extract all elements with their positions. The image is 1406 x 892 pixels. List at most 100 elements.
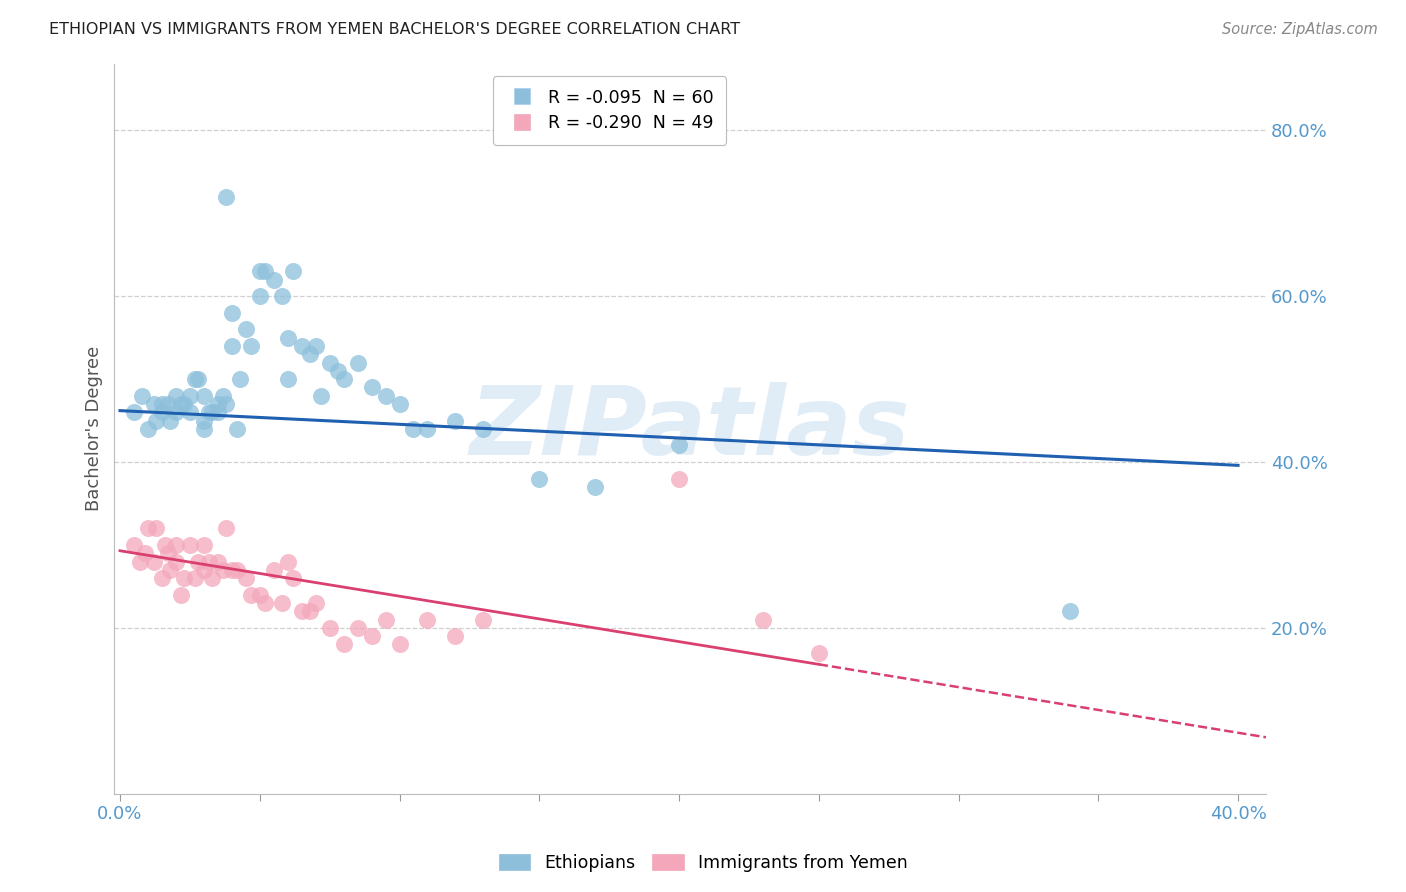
Text: ETHIOPIAN VS IMMIGRANTS FROM YEMEN BACHELOR'S DEGREE CORRELATION CHART: ETHIOPIAN VS IMMIGRANTS FROM YEMEN BACHE… bbox=[49, 22, 741, 37]
Point bbox=[150, 405, 173, 419]
Point bbox=[179, 405, 201, 419]
Point bbox=[283, 264, 305, 278]
Point bbox=[1059, 604, 1081, 618]
Point bbox=[198, 405, 221, 419]
Point bbox=[235, 571, 257, 585]
Point bbox=[193, 563, 215, 577]
Point bbox=[170, 397, 193, 411]
Point bbox=[131, 389, 153, 403]
Point bbox=[201, 405, 224, 419]
Point bbox=[193, 413, 215, 427]
Point bbox=[416, 422, 439, 436]
Point bbox=[271, 289, 294, 303]
Point bbox=[752, 613, 775, 627]
Point bbox=[187, 555, 209, 569]
Point bbox=[193, 422, 215, 436]
Point bbox=[291, 339, 314, 353]
Point bbox=[583, 480, 606, 494]
Point bbox=[360, 380, 382, 394]
Y-axis label: Bachelor's Degree: Bachelor's Degree bbox=[86, 346, 103, 511]
Point bbox=[150, 397, 173, 411]
Point bbox=[142, 397, 165, 411]
Point bbox=[122, 538, 145, 552]
Point bbox=[318, 621, 340, 635]
Point bbox=[388, 637, 411, 651]
Point bbox=[299, 347, 322, 361]
Point bbox=[374, 613, 396, 627]
Point bbox=[159, 563, 181, 577]
Point bbox=[212, 389, 235, 403]
Point bbox=[184, 372, 207, 386]
Point bbox=[472, 422, 495, 436]
Point bbox=[212, 563, 235, 577]
Point bbox=[207, 555, 229, 569]
Point bbox=[226, 563, 249, 577]
Point bbox=[299, 604, 322, 618]
Point bbox=[198, 555, 221, 569]
Point bbox=[221, 563, 243, 577]
Point bbox=[374, 389, 396, 403]
Point bbox=[254, 264, 277, 278]
Point bbox=[215, 190, 238, 204]
Point bbox=[173, 397, 195, 411]
Point bbox=[145, 413, 167, 427]
Text: ZIPatlas: ZIPatlas bbox=[470, 383, 911, 475]
Point bbox=[271, 596, 294, 610]
Point bbox=[179, 389, 201, 403]
Point bbox=[263, 563, 285, 577]
Point bbox=[263, 272, 285, 286]
Point bbox=[150, 571, 173, 585]
Point bbox=[215, 521, 238, 535]
Point bbox=[173, 571, 195, 585]
Point bbox=[444, 413, 467, 427]
Point bbox=[187, 372, 209, 386]
Point bbox=[283, 571, 305, 585]
Point bbox=[159, 413, 181, 427]
Point bbox=[142, 555, 165, 569]
Point bbox=[305, 596, 328, 610]
Point bbox=[179, 538, 201, 552]
Point bbox=[165, 405, 187, 419]
Point bbox=[326, 364, 349, 378]
Point bbox=[309, 389, 332, 403]
Point bbox=[346, 355, 368, 369]
Point bbox=[277, 555, 299, 569]
Point bbox=[165, 389, 187, 403]
Point bbox=[165, 555, 187, 569]
Point bbox=[668, 438, 690, 452]
Point bbox=[332, 637, 354, 651]
Point bbox=[145, 521, 167, 535]
Point bbox=[201, 571, 224, 585]
Point bbox=[277, 331, 299, 345]
Point bbox=[360, 629, 382, 643]
Legend: Ethiopians, Immigrants from Yemen: Ethiopians, Immigrants from Yemen bbox=[492, 847, 914, 879]
Point bbox=[153, 538, 176, 552]
Point bbox=[193, 538, 215, 552]
Point bbox=[226, 422, 249, 436]
Point bbox=[156, 397, 179, 411]
Point bbox=[332, 372, 354, 386]
Point bbox=[249, 264, 271, 278]
Point bbox=[402, 422, 425, 436]
Point bbox=[221, 339, 243, 353]
Point bbox=[193, 389, 215, 403]
Point bbox=[240, 588, 263, 602]
Point bbox=[472, 613, 495, 627]
Point bbox=[529, 472, 551, 486]
Point bbox=[254, 596, 277, 610]
Point bbox=[249, 289, 271, 303]
Point bbox=[346, 621, 368, 635]
Legend: R = -0.095  N = 60, R = -0.290  N = 49: R = -0.095 N = 60, R = -0.290 N = 49 bbox=[494, 77, 727, 145]
Point bbox=[136, 422, 159, 436]
Point bbox=[134, 546, 156, 560]
Point bbox=[184, 571, 207, 585]
Point bbox=[388, 397, 411, 411]
Point bbox=[215, 397, 238, 411]
Point bbox=[229, 372, 252, 386]
Point bbox=[444, 629, 467, 643]
Point bbox=[136, 521, 159, 535]
Point bbox=[128, 555, 150, 569]
Point bbox=[122, 405, 145, 419]
Point bbox=[416, 613, 439, 627]
Point bbox=[249, 588, 271, 602]
